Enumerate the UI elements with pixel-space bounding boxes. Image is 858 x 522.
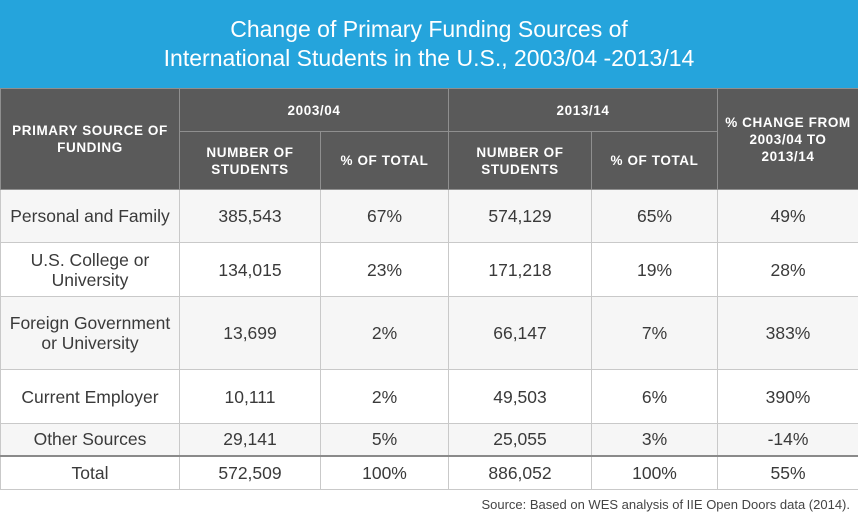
- header-pct-of-total-2003: % OF TOTAL: [320, 131, 449, 190]
- cell-students-2003: 29,141: [179, 423, 321, 456]
- cell-pct-2003: 23%: [320, 242, 449, 297]
- cell-students-2013: 171,218: [448, 242, 592, 297]
- total-students-2013: 886,052: [448, 454, 592, 490]
- total-label: Total: [0, 454, 180, 490]
- row-source-label: Personal and Family: [0, 189, 180, 243]
- funding-table: PRIMARY SOURCE OF FUNDING 2003/04 2013/1…: [0, 88, 858, 490]
- total-row: Total 572,509 100% 886,052 100% 55%: [0, 454, 858, 490]
- header-pct-change: % CHANGE FROM 2003/04 TO 2013/14: [717, 88, 858, 190]
- cell-pct-change: 28%: [717, 242, 858, 297]
- header-year-2003-04: 2003/04: [179, 88, 449, 132]
- cell-pct-change: 390%: [717, 369, 858, 424]
- header-number-of-students-2003: NUMBER OF STUDENTS: [179, 131, 321, 190]
- cell-students-2003: 134,015: [179, 242, 321, 297]
- header-number-of-students-2013: NUMBER OF STUDENTS: [448, 131, 592, 190]
- cell-pct-2013: 19%: [591, 242, 718, 297]
- row-source-label: U.S. College or University: [0, 242, 180, 297]
- table-row: Current Employer 10,111 2% 49,503 6% 390…: [0, 369, 858, 424]
- chart-title-line-1: Change of Primary Funding Sources of: [230, 16, 628, 42]
- cell-students-2003: 10,111: [179, 369, 321, 424]
- cell-pct-2003: 5%: [320, 423, 449, 456]
- cell-students-2003: 13,699: [179, 296, 321, 370]
- cell-students-2013: 49,503: [448, 369, 592, 424]
- total-pct-2013: 100%: [591, 454, 718, 490]
- header-primary-source: PRIMARY SOURCE OF FUNDING: [0, 88, 180, 190]
- header-year-2013-14: 2013/14: [448, 88, 718, 132]
- total-students-2003: 572,509: [179, 454, 321, 490]
- cell-pct-2013: 7%: [591, 296, 718, 370]
- header-pct-of-total-2013: % OF TOTAL: [591, 131, 718, 190]
- cell-pct-2013: 3%: [591, 423, 718, 456]
- table-row: U.S. College or University 134,015 23% 1…: [0, 242, 858, 297]
- cell-students-2013: 574,129: [448, 189, 592, 243]
- total-pct-change: 55%: [717, 454, 858, 490]
- cell-pct-2003: 2%: [320, 369, 449, 424]
- cell-pct-change: 383%: [717, 296, 858, 370]
- source-note: Source: Based on WES analysis of IIE Ope…: [481, 497, 850, 512]
- cell-students-2013: 66,147: [448, 296, 592, 370]
- cell-pct-2003: 67%: [320, 189, 449, 243]
- table-row: Personal and Family 385,543 67% 574,129 …: [0, 189, 858, 243]
- row-source-label: Other Sources: [0, 423, 180, 456]
- cell-pct-2003: 2%: [320, 296, 449, 370]
- chart-title: Change of Primary Funding Sources of Int…: [0, 0, 858, 88]
- cell-pct-change: -14%: [717, 423, 858, 456]
- total-pct-2003: 100%: [320, 454, 449, 490]
- cell-students-2003: 385,543: [179, 189, 321, 243]
- cell-pct-2013: 65%: [591, 189, 718, 243]
- table-row: Other Sources 29,141 5% 25,055 3% -14%: [0, 423, 858, 456]
- table-row: Foreign Government or University 13,699 …: [0, 296, 858, 370]
- cell-pct-change: 49%: [717, 189, 858, 243]
- cell-students-2013: 25,055: [448, 423, 592, 456]
- chart-title-line-2: International Students in the U.S., 2003…: [163, 45, 695, 71]
- row-source-label: Current Employer: [0, 369, 180, 424]
- cell-pct-2013: 6%: [591, 369, 718, 424]
- row-source-label: Foreign Government or University: [0, 296, 180, 370]
